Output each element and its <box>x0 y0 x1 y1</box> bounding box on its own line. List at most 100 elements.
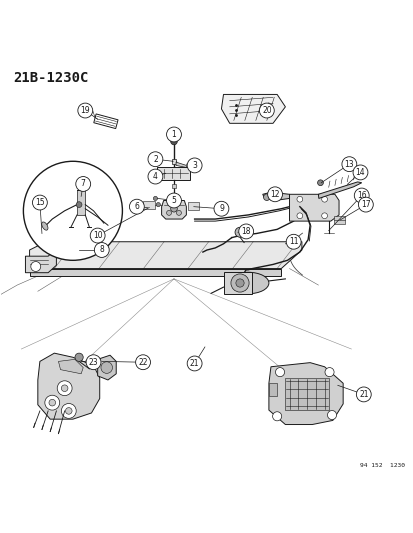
Text: 15: 15 <box>35 198 45 207</box>
FancyBboxPatch shape <box>268 383 276 395</box>
Circle shape <box>32 195 47 210</box>
Text: 2: 2 <box>153 155 157 164</box>
Text: 22: 22 <box>138 358 147 367</box>
Circle shape <box>317 180 323 185</box>
Circle shape <box>135 355 150 370</box>
Circle shape <box>170 205 177 212</box>
Circle shape <box>214 201 228 216</box>
Circle shape <box>296 196 302 202</box>
Text: 11: 11 <box>288 237 298 246</box>
Circle shape <box>263 194 269 200</box>
Circle shape <box>235 279 244 287</box>
Circle shape <box>147 169 162 184</box>
Circle shape <box>166 193 181 208</box>
Text: 6: 6 <box>134 202 139 211</box>
Text: 5: 5 <box>171 196 176 205</box>
Polygon shape <box>58 359 83 374</box>
Text: 23: 23 <box>88 358 98 367</box>
Circle shape <box>147 152 162 167</box>
Circle shape <box>61 385 68 392</box>
Circle shape <box>170 138 177 145</box>
Circle shape <box>78 182 83 187</box>
Circle shape <box>321 196 327 202</box>
Text: 21: 21 <box>358 390 368 399</box>
Polygon shape <box>221 94 285 123</box>
Circle shape <box>61 403 76 418</box>
Text: 9: 9 <box>218 204 223 213</box>
Text: 18: 18 <box>241 227 250 236</box>
Text: 12: 12 <box>270 190 279 199</box>
Text: 21B-1230C: 21B-1230C <box>13 70 88 85</box>
Circle shape <box>235 227 244 237</box>
Circle shape <box>358 197 373 212</box>
Text: 14: 14 <box>355 168 364 177</box>
Circle shape <box>78 103 93 118</box>
FancyBboxPatch shape <box>285 378 328 410</box>
Circle shape <box>321 213 327 219</box>
Polygon shape <box>289 195 338 221</box>
FancyBboxPatch shape <box>77 190 85 215</box>
FancyBboxPatch shape <box>171 192 176 196</box>
Circle shape <box>166 211 171 215</box>
Polygon shape <box>94 114 118 128</box>
Circle shape <box>23 161 122 260</box>
Circle shape <box>75 353 83 361</box>
Circle shape <box>352 165 367 180</box>
FancyBboxPatch shape <box>333 216 344 224</box>
Text: 1: 1 <box>171 130 176 139</box>
Circle shape <box>90 228 105 243</box>
Circle shape <box>187 158 202 173</box>
Circle shape <box>31 262 40 271</box>
Ellipse shape <box>227 272 268 294</box>
Circle shape <box>230 274 249 292</box>
Text: 13: 13 <box>344 160 353 168</box>
Text: 20: 20 <box>261 106 271 115</box>
Text: 94 152  1230: 94 152 1230 <box>359 463 404 468</box>
Text: 4: 4 <box>153 172 157 181</box>
Circle shape <box>156 203 160 207</box>
Circle shape <box>356 387 370 402</box>
Circle shape <box>296 213 302 219</box>
FancyBboxPatch shape <box>172 159 175 164</box>
Circle shape <box>238 224 253 239</box>
Circle shape <box>354 188 368 203</box>
FancyBboxPatch shape <box>143 201 154 209</box>
Circle shape <box>94 243 109 257</box>
Circle shape <box>324 368 333 377</box>
Circle shape <box>49 399 55 406</box>
Polygon shape <box>29 269 280 276</box>
Circle shape <box>57 381 72 395</box>
Text: 19: 19 <box>80 106 90 115</box>
FancyBboxPatch shape <box>157 167 190 180</box>
Circle shape <box>45 395 59 410</box>
Text: 10: 10 <box>93 231 102 240</box>
Polygon shape <box>25 249 56 273</box>
Circle shape <box>275 368 284 377</box>
Circle shape <box>101 362 112 373</box>
Ellipse shape <box>42 222 48 230</box>
FancyBboxPatch shape <box>188 201 198 210</box>
Circle shape <box>76 176 90 191</box>
Polygon shape <box>262 192 289 200</box>
Polygon shape <box>38 353 100 419</box>
Circle shape <box>129 199 144 214</box>
Polygon shape <box>29 242 301 269</box>
Circle shape <box>65 408 72 414</box>
Circle shape <box>86 355 101 370</box>
Text: 7: 7 <box>81 180 85 189</box>
Circle shape <box>341 157 356 172</box>
Circle shape <box>166 127 181 142</box>
Polygon shape <box>318 182 361 198</box>
Circle shape <box>272 411 281 421</box>
Circle shape <box>187 356 202 371</box>
Text: 21: 21 <box>190 359 199 368</box>
Circle shape <box>285 235 300 249</box>
Polygon shape <box>268 362 342 424</box>
Circle shape <box>153 196 157 200</box>
Text: 8: 8 <box>99 246 104 254</box>
Polygon shape <box>176 162 186 167</box>
Circle shape <box>267 187 282 201</box>
Circle shape <box>76 201 82 207</box>
Polygon shape <box>161 200 186 219</box>
Circle shape <box>176 211 181 215</box>
